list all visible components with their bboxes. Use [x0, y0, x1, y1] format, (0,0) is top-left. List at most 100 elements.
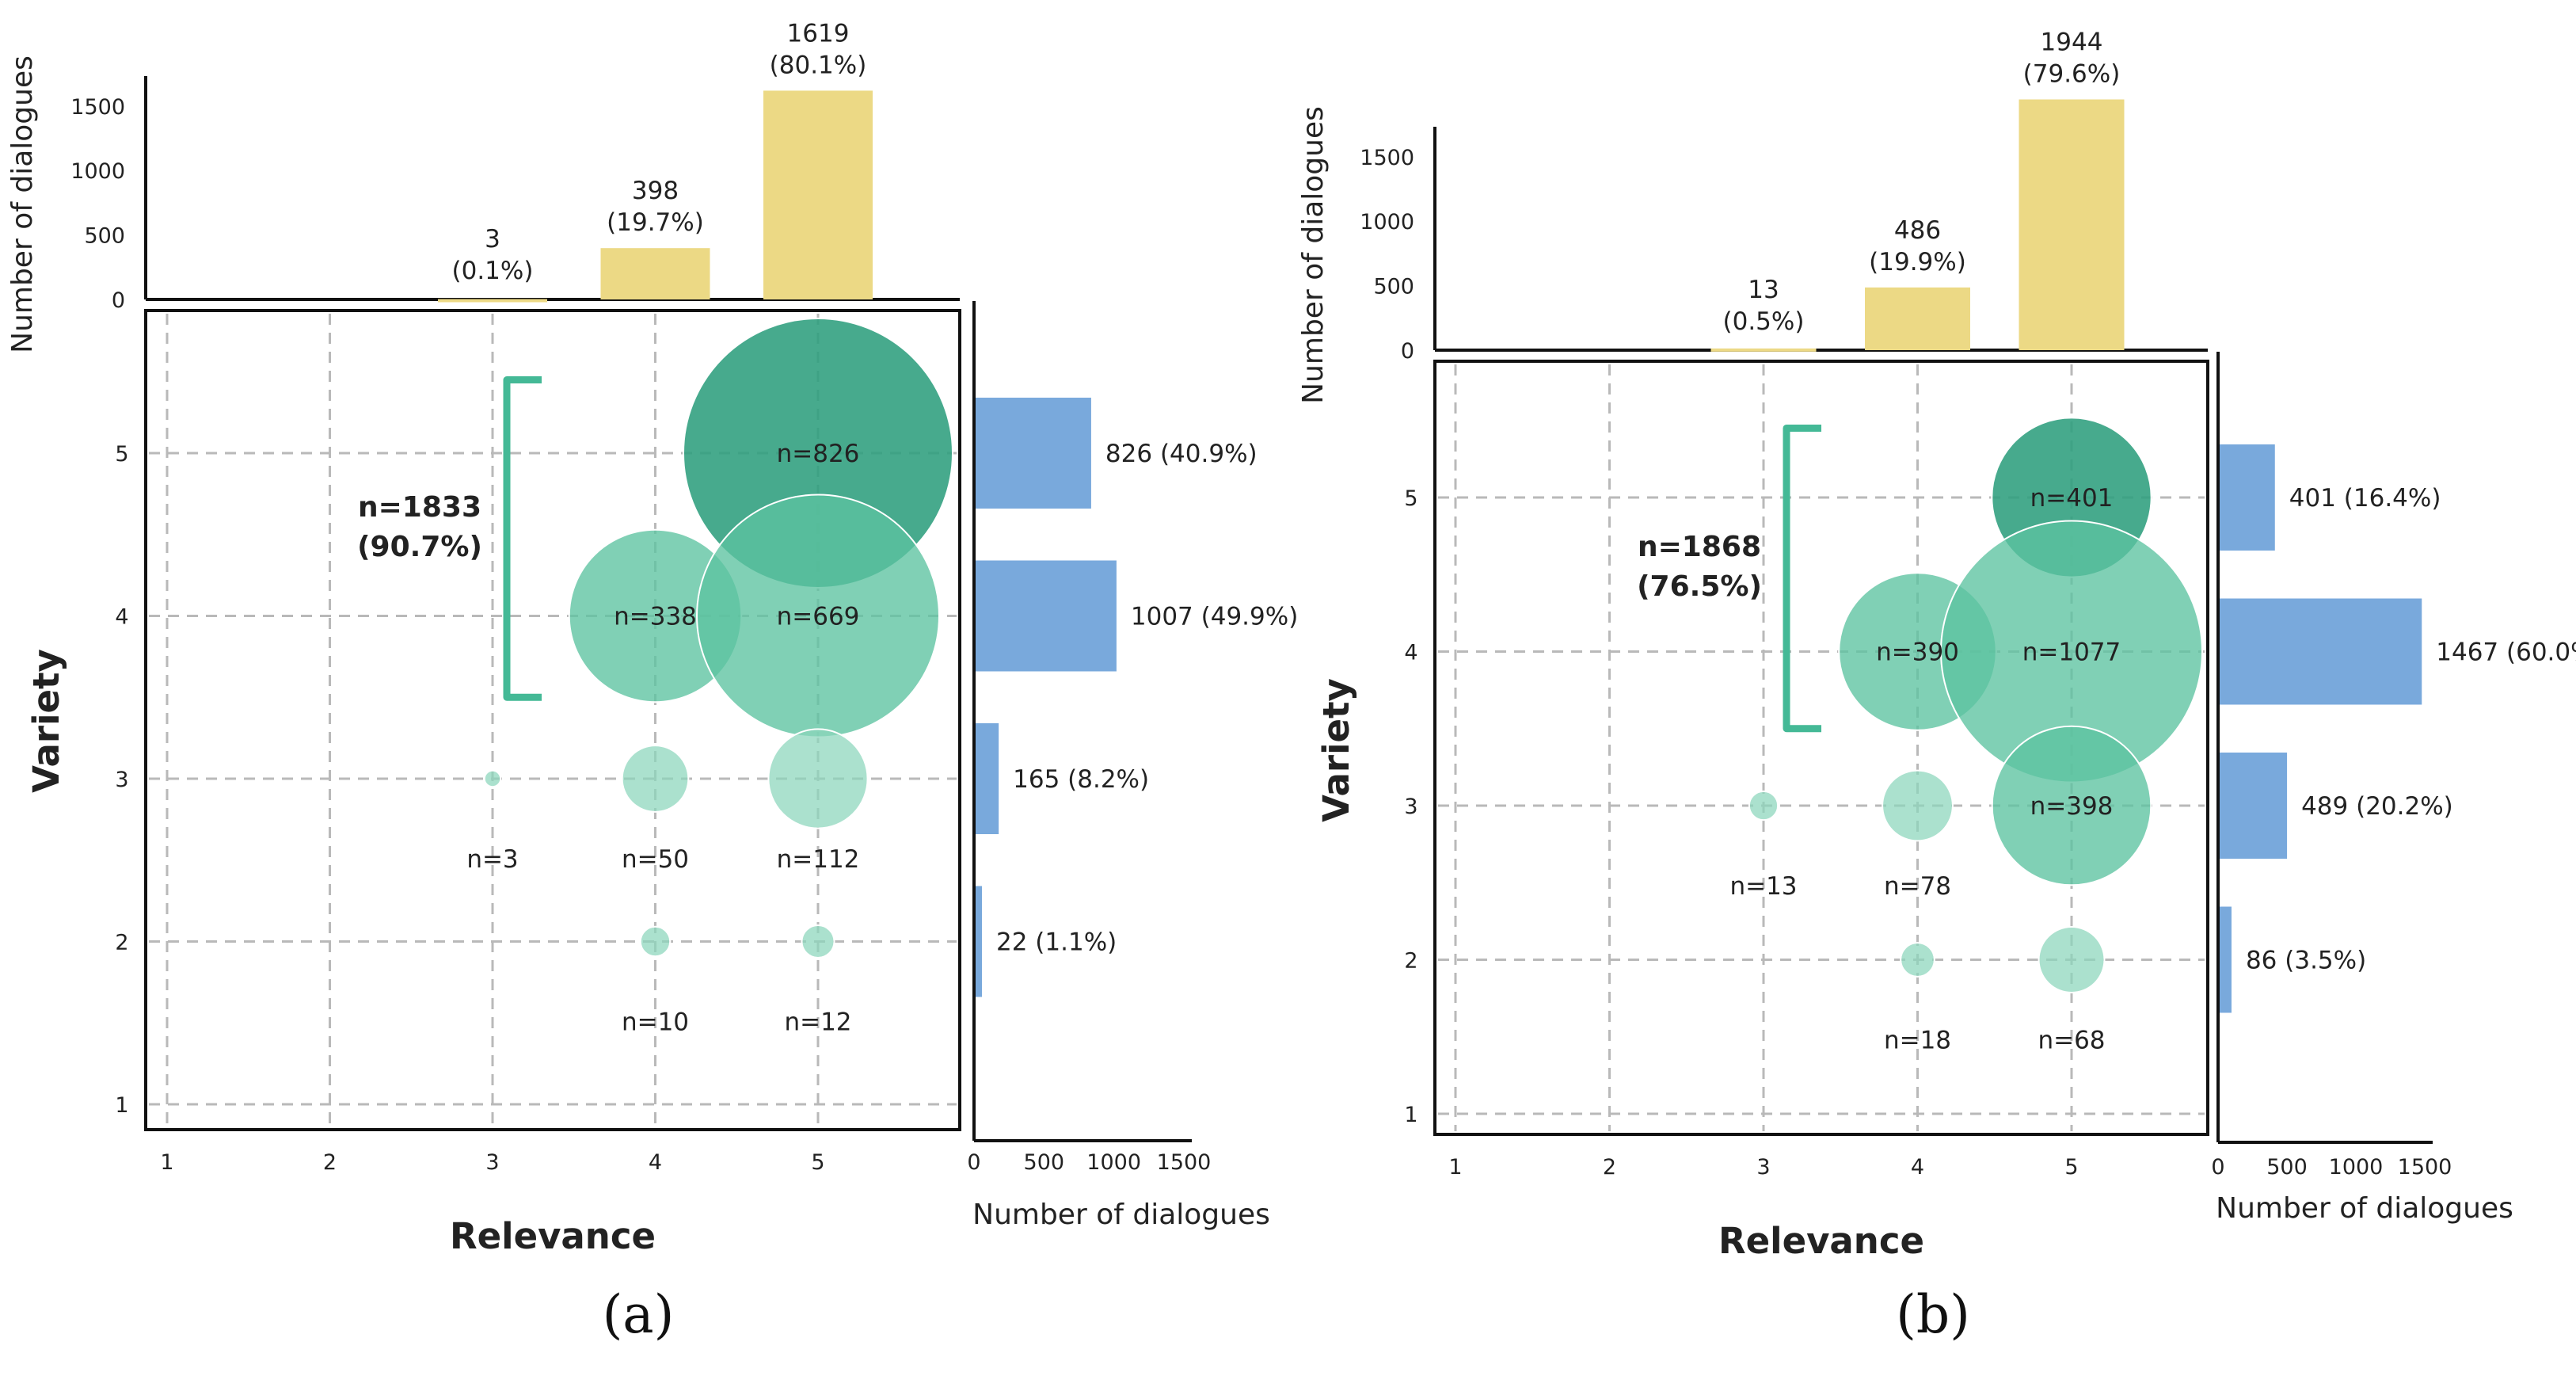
x-axis-title: Relevance: [1718, 1220, 1924, 1262]
x-tick-label: 5: [2064, 1155, 2078, 1180]
panel-caption: (b): [1896, 1284, 1970, 1345]
y-tick-label: 4: [115, 605, 128, 630]
top-hist-bar: [600, 248, 710, 299]
x-tick-label: 3: [485, 1150, 499, 1175]
side-hist-bar: [976, 886, 982, 997]
top-hist-percent: (79.6%): [2023, 60, 2121, 89]
bubble-label: n=338: [614, 603, 697, 631]
top-hist-tick-label: 1000: [1360, 210, 1414, 234]
group-bracket: [503, 376, 542, 701]
top-hist-count: 486: [1894, 216, 1941, 245]
top-hist-tick-label: 0: [1401, 339, 1414, 364]
side-hist-tick-label: 0: [967, 1150, 980, 1175]
y-tick-label: 1: [115, 1093, 128, 1118]
y-tick-label: 5: [115, 442, 128, 467]
y-tick-label: 2: [1404, 949, 1417, 974]
top-hist-tick-label: 1000: [70, 159, 125, 184]
side-hist-bar: [976, 723, 999, 834]
top-hist-tick-label: 1500: [70, 95, 125, 120]
side-hist-bar: [2220, 906, 2232, 1013]
bubble-label: n=18: [1884, 1027, 1951, 1055]
side-hist-bar: [2220, 444, 2275, 551]
side-hist-tick-label: 500: [1024, 1150, 1065, 1175]
x-tick-label: 5: [811, 1150, 824, 1175]
x-tick-label: 2: [1603, 1155, 1616, 1180]
top-hist-title: Number of dialogues: [6, 55, 39, 353]
x-tick-label: 1: [160, 1150, 173, 1175]
y-tick-label: 5: [1404, 486, 1417, 511]
bubble: [1748, 790, 1779, 821]
top-hist-bar: [438, 299, 547, 303]
y-tick-label: 3: [1404, 795, 1417, 819]
bubble-label: n=401: [2030, 484, 2114, 513]
top-hist-count: 1944: [2041, 29, 2103, 57]
y-axis-title: Variety: [25, 649, 67, 793]
panel-a: n=826 n=338 n=669 n=3 n=50 n=112 n=10 n=12 n=183…: [6, 19, 1298, 1345]
group-bracket: [1783, 424, 1821, 733]
y-tick-label: 4: [1404, 641, 1417, 665]
x-axis-title: Relevance: [450, 1215, 656, 1257]
bubble: [639, 925, 672, 958]
bubble-label: n=50: [622, 845, 689, 874]
bubble-label: n=669: [777, 603, 860, 631]
bubble-label: n=10: [622, 1008, 689, 1037]
group-percent: (90.7%): [357, 531, 482, 563]
side-hist-label: 86 (3.5%): [2246, 947, 2366, 975]
top-hist-count: 398: [632, 177, 679, 205]
bubble-label: n=68: [2038, 1027, 2105, 1055]
top-hist-count: 1619: [787, 19, 850, 48]
top-hist-bar: [1865, 287, 1970, 350]
bubble-label: n=12: [784, 1008, 851, 1037]
side-hist-tick-label: 1000: [2329, 1155, 2384, 1180]
panel-b: n=401 n=390 n=1077 n=13 n=78 n=398 n=18 n=68 n=1…: [1297, 29, 2576, 1345]
side-hist-tick-label: 1000: [1086, 1150, 1141, 1175]
top-hist-percent: (19.7%): [607, 208, 704, 237]
top-hist-count: 13: [1748, 276, 1779, 304]
top-hist-tick-label: 500: [84, 224, 125, 249]
y-tick-label: 3: [115, 768, 128, 792]
top-hist-bar: [1710, 348, 1817, 352]
x-tick-label: 1: [1448, 1155, 1462, 1180]
side-hist-bar: [976, 560, 1117, 672]
side-hist-label: 489 (20.2%): [2301, 792, 2453, 821]
plot-frame: [144, 309, 961, 1131]
bubble-label: n=1077: [2022, 638, 2121, 667]
bubble: [621, 745, 690, 813]
bubble-label: n=78: [1884, 872, 1951, 901]
top-hist-bar: [2019, 99, 2125, 351]
x-tick-label: 3: [1756, 1155, 1770, 1180]
y-tick-label: 2: [115, 931, 128, 955]
bubble: [767, 728, 869, 829]
group-count: n=1833: [358, 491, 481, 524]
side-histogram: 0 500 1000 1500 826 (40.9%) 1007 (49.9%) 165 (…: [967, 301, 1298, 1231]
panel-caption: (a): [603, 1284, 675, 1345]
plot-frame: [1433, 360, 2209, 1136]
x-tick-label: 2: [323, 1150, 337, 1175]
group-percent: (76.5%): [1637, 570, 1762, 603]
side-hist-label: 1007 (49.9%): [1131, 603, 1298, 631]
bubble-label: n=112: [777, 845, 860, 874]
side-hist-tick-label: 500: [2266, 1155, 2308, 1180]
top-hist-bar: [763, 90, 873, 299]
top-hist-tick-label: 0: [112, 288, 125, 313]
top-hist-percent: (0.1%): [452, 257, 534, 285]
top-hist-count: 3: [485, 225, 500, 253]
bubble-label: n=13: [1729, 872, 1797, 901]
side-hist-tick-label: 1500: [1157, 1150, 1212, 1175]
side-hist-label: 826 (40.9%): [1105, 440, 1258, 468]
bubble-label: n=826: [777, 440, 860, 468]
top-histogram: 0 500 1000 1500 3 (0.1%) 398 (19.7%) 1619 (80.1%)…: [6, 19, 960, 353]
side-hist-tick-label: 0: [2211, 1155, 2224, 1180]
y-tick-label: 1: [1404, 1103, 1417, 1127]
side-hist-tick-label: 1500: [2398, 1155, 2452, 1180]
top-hist-percent: (19.9%): [1869, 248, 1966, 276]
bubble: [1991, 725, 2152, 886]
bubble: [801, 924, 835, 959]
side-hist-label: 165 (8.2%): [1013, 765, 1149, 794]
side-hist-label: 22 (1.1%): [996, 928, 1117, 957]
bubble: [1900, 942, 1935, 978]
top-hist-percent: (80.1%): [770, 51, 867, 79]
group-count: n=1868: [1638, 531, 1761, 563]
